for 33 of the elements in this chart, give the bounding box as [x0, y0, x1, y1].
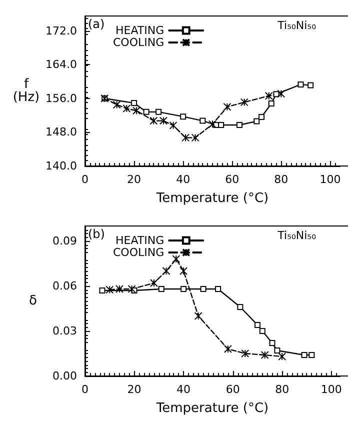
x-tick-label: 20 [127, 173, 142, 186]
x-tick-label: 20 [127, 383, 142, 396]
x-tick-label: 80 [274, 173, 288, 186]
x-tick-label: 40 [176, 173, 190, 186]
annotation: Ti₅₀Ni₅₀ [276, 19, 317, 32]
x-axis-title: Temperature (°C) [155, 191, 269, 206]
y-tick-label: 140.0 [46, 160, 77, 172]
y-tick-label: 164.0 [46, 58, 77, 72]
legend-label: COOLING [112, 246, 164, 259]
x-axis-title: Temperature (°C) [155, 401, 269, 416]
annotation: Ti₅₀Ni₅₀ [276, 229, 317, 242]
x-tick-label: 0 [82, 383, 88, 396]
x-tick-label: 100 [320, 383, 342, 396]
x-tick-label: 40 [176, 383, 191, 396]
legend-label: HEATING [116, 24, 164, 37]
y-axis-title: δ [29, 294, 38, 308]
y-tick-label: 156.0 [46, 92, 77, 105]
x-tick-label: 60 [226, 383, 240, 396]
annotation: (b) [88, 227, 105, 241]
annotation: (a) [88, 17, 105, 31]
y-tick-label: 172.0 [46, 24, 77, 38]
y-tick-label: 0.06 [52, 280, 77, 292]
legend-label: COOLING [112, 36, 164, 49]
y-tick-label: 0.09 [52, 234, 77, 248]
legend-label: HEATING [116, 234, 164, 247]
y-tick-label: 0.00 [52, 370, 77, 382]
y-tick-label: 148.0 [46, 126, 77, 139]
y-axis-title: f (Hz) [12, 77, 40, 105]
y-tick-label: 0.03 [52, 324, 77, 338]
x-tick-label: 60 [225, 173, 240, 186]
x-tick-label: 100 [320, 173, 341, 186]
x-tick-label: 80 [275, 383, 290, 396]
x-tick-label: 0 [82, 173, 88, 186]
